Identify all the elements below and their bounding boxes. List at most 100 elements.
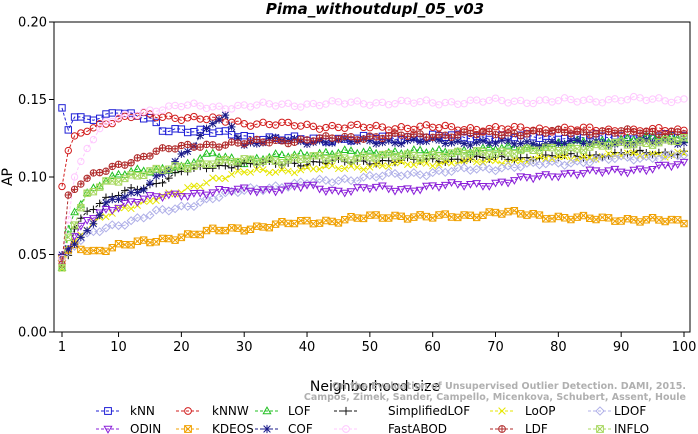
data-point — [384, 168, 394, 178]
data-point — [265, 169, 273, 177]
data-point — [64, 191, 72, 199]
data-point — [416, 137, 424, 146]
data-point — [359, 100, 368, 108]
data-point — [284, 219, 292, 228]
data-point — [523, 211, 531, 219]
data-point — [196, 102, 204, 110]
data-point — [434, 145, 444, 153]
data-point — [233, 185, 243, 194]
data-point — [303, 140, 311, 149]
data-point — [82, 217, 92, 225]
data-point — [253, 135, 261, 144]
data-point — [516, 132, 525, 140]
data-point — [177, 116, 186, 124]
data-point — [503, 161, 513, 171]
data-point — [353, 97, 361, 105]
data-point — [592, 215, 600, 224]
data-point — [196, 143, 204, 151]
x-tick: 1 — [58, 332, 66, 355]
data-point — [567, 136, 575, 145]
data-point — [529, 127, 537, 135]
data-point — [126, 216, 136, 226]
data-point — [378, 98, 387, 107]
legend-marker — [596, 425, 604, 433]
data-point — [384, 136, 393, 145]
data-point — [397, 139, 406, 148]
data-point — [641, 167, 651, 176]
data-point — [434, 166, 444, 176]
legend-entry-loop: LoOP — [490, 404, 556, 418]
data-point — [341, 164, 349, 173]
data-point — [95, 199, 104, 208]
data-point — [498, 96, 506, 105]
data-point — [485, 139, 494, 147]
data-point — [234, 167, 242, 175]
data-point — [359, 172, 369, 182]
data-point — [170, 204, 180, 214]
data-point — [177, 233, 186, 242]
data-point — [636, 129, 644, 137]
data-point — [215, 102, 223, 110]
legend-label: KDEOS — [212, 422, 254, 434]
data-point — [409, 168, 419, 178]
data-point — [265, 134, 274, 143]
data-point — [309, 220, 318, 228]
data-point — [597, 152, 607, 163]
data-point — [70, 207, 79, 216]
data-point — [309, 122, 318, 131]
data-point — [271, 136, 280, 145]
data-point — [396, 186, 406, 194]
data-point — [334, 219, 343, 227]
data-point — [560, 128, 569, 137]
data-point — [101, 223, 111, 233]
data-point — [573, 136, 582, 145]
data-point — [429, 162, 437, 170]
y-tick: 0.15 — [18, 93, 54, 108]
data-point — [70, 173, 79, 181]
data-point — [479, 158, 487, 166]
data-point — [409, 135, 418, 144]
data-point — [176, 201, 186, 211]
data-point — [190, 162, 198, 170]
data-point — [240, 158, 249, 167]
data-point — [215, 174, 223, 182]
data-point — [127, 188, 135, 197]
legend-label: FastABOD — [388, 422, 447, 434]
legend-label: LOF — [288, 404, 311, 418]
data-point — [202, 104, 211, 113]
data-point — [341, 216, 349, 224]
data-point — [680, 134, 688, 142]
legend-label: LoOP — [525, 404, 556, 418]
data-point — [535, 142, 544, 150]
data-point — [642, 216, 651, 224]
data-point — [623, 169, 632, 178]
x-tick: 70 — [487, 332, 504, 355]
y-tick-label: 0.00 — [18, 326, 47, 341]
legend-entry-inflo: INFLO — [588, 422, 649, 434]
data-point — [510, 150, 519, 158]
data-point — [133, 237, 142, 245]
legend-marker — [184, 407, 192, 415]
legend-entry-ldf: LDF — [490, 422, 548, 434]
data-point — [234, 157, 242, 166]
data-point — [586, 95, 594, 103]
data-point — [365, 145, 375, 154]
data-point — [466, 180, 475, 189]
data-point — [523, 130, 531, 138]
data-point — [190, 99, 198, 107]
data-point — [102, 167, 110, 175]
data-point — [366, 211, 374, 219]
legend-marker — [262, 406, 272, 415]
data-point — [184, 184, 192, 192]
data-point — [303, 163, 311, 171]
data-point — [308, 177, 318, 187]
data-point — [146, 197, 154, 205]
data-point — [221, 226, 230, 235]
data-point — [434, 183, 444, 192]
data-point — [133, 154, 142, 162]
data-point — [183, 140, 192, 149]
data-point — [297, 135, 305, 143]
data-point — [679, 158, 689, 167]
data-point — [554, 212, 563, 221]
